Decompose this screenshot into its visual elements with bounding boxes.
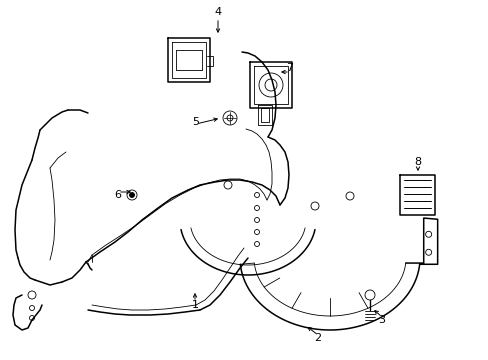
Text: 6: 6: [114, 190, 121, 200]
Text: 5: 5: [192, 117, 199, 127]
Text: 7: 7: [286, 63, 293, 73]
Text: 8: 8: [414, 157, 421, 167]
Text: 2: 2: [314, 333, 321, 343]
Circle shape: [129, 193, 134, 198]
Text: 1: 1: [191, 300, 198, 310]
Text: 4: 4: [214, 7, 221, 17]
Text: 3: 3: [378, 315, 385, 325]
